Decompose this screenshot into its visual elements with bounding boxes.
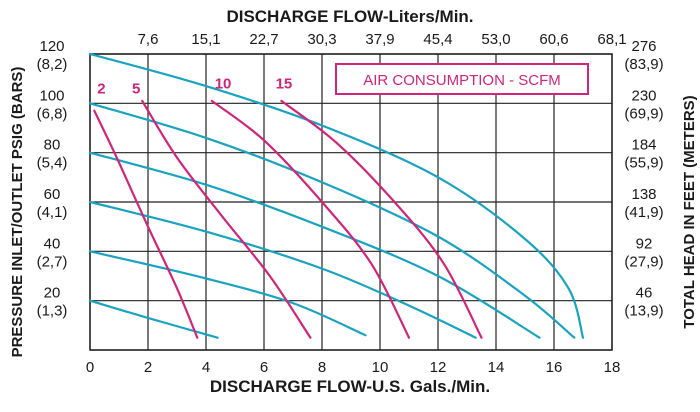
top-axis-title: DISCHARGE FLOW-Liters/Min.	[226, 7, 473, 26]
x-tick-bottom: 8	[318, 359, 326, 376]
left-axis-title: PRESSURE INLET/OUTLET PSIG (BARS)	[9, 67, 26, 358]
x-tick-bottom: 6	[260, 359, 268, 376]
x-tick-top: 60,6	[539, 31, 568, 48]
air-curve-label: 5	[132, 80, 140, 97]
x-tick-bottom: 18	[604, 359, 621, 376]
y-tick-right-sub: (41,9)	[624, 204, 663, 221]
pressure-curve-60	[88, 200, 477, 339]
pressure-curve-120	[88, 52, 585, 339]
air-curve-5	[141, 99, 312, 339]
x-tick-top: 45,4	[423, 31, 452, 48]
y-tick-right: 184	[631, 137, 656, 154]
y-tick-right: 92	[636, 235, 653, 252]
x-tick-top: 37,9	[365, 31, 394, 48]
y-tick-left: 20	[44, 285, 61, 302]
x-tick-bottom: 4	[202, 359, 210, 376]
air-curve-10	[210, 99, 411, 339]
air-curve-2	[93, 109, 199, 339]
y-tick-left-sub: (4,1)	[37, 204, 68, 221]
y-tick-right: 230	[631, 87, 656, 104]
pressure-curve-100	[88, 102, 576, 339]
x-tick-bottom: 0	[86, 359, 94, 376]
x-tick-bottom: 16	[546, 359, 563, 376]
x-tick-bottom: 14	[488, 359, 505, 376]
x-tick-top: 53,0	[481, 31, 510, 48]
y-tick-right-sub: (13,9)	[624, 303, 663, 320]
air-curve-label: 10	[215, 76, 232, 93]
y-tick-left: 120	[39, 38, 64, 55]
y-tick-right-sub: (55,9)	[624, 155, 663, 172]
legend-box	[335, 63, 589, 95]
pressure-curve-40	[88, 250, 367, 337]
y-tick-right-sub: (69,9)	[624, 105, 663, 122]
x-tick-bottom: 10	[372, 359, 389, 376]
grid-layer	[89, 53, 613, 351]
y-tick-left-sub: (2,7)	[37, 253, 68, 270]
pressure-curve-20	[88, 299, 219, 339]
x-tick-top: 7,6	[138, 31, 159, 48]
y-tick-left: 60	[44, 186, 61, 203]
y-tick-left: 40	[44, 235, 61, 252]
y-tick-left: 100	[39, 87, 64, 104]
x-tick-top: 22,7	[249, 31, 278, 48]
legend-box-label: AIR CONSUMPTION - SCFM	[363, 72, 561, 89]
x-tick-top: 30,3	[307, 31, 336, 48]
x-tick-top: 68,1	[597, 31, 626, 48]
y-tick-right-sub: (83,9)	[624, 56, 663, 73]
y-tick-left-sub: (6,8)	[37, 105, 68, 122]
y-tick-right: 46	[636, 285, 653, 302]
y-tick-left-sub: (1,3)	[37, 303, 68, 320]
y-tick-left: 80	[44, 137, 61, 154]
y-tick-right-sub: (27,9)	[624, 253, 663, 270]
air-curve-label: 2	[97, 80, 105, 97]
curves-layer: 2 5 10 15	[88, 52, 585, 339]
y-tick-left-sub: (5,4)	[37, 155, 68, 172]
air-curve-label: 15	[276, 76, 293, 93]
y-tick-left-sub: (8,2)	[37, 56, 68, 73]
x-tick-bottom: 2	[144, 359, 152, 376]
x-tick-top: 15,1	[191, 31, 220, 48]
x-tick-bottom: 12	[430, 359, 447, 376]
bottom-axis-title: DISCHARGE FLOW-U.S. Gals./Min.	[210, 377, 490, 396]
air-curve-15	[280, 99, 483, 339]
pressure-curve-80	[88, 151, 541, 339]
ticks-layer: 0 2 4 6 8 10 12 14 16 187,6 15,1 22,7 30,3 37,9 45,4 53…	[37, 31, 664, 376]
right-axis-title: TOTAL HEAD IN FEET (METERS)	[681, 95, 698, 328]
y-tick-right: 138	[631, 186, 656, 203]
y-tick-right: 276	[631, 38, 656, 55]
